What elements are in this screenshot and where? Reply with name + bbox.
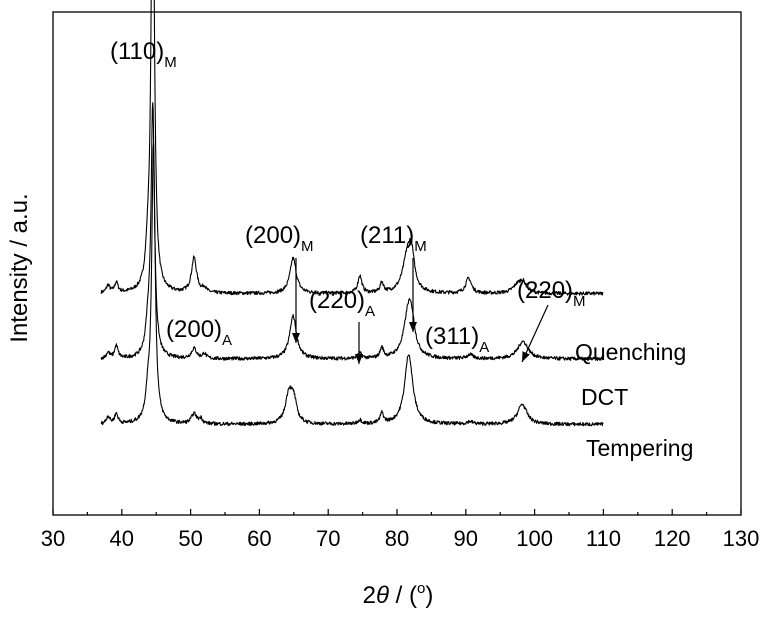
annotation-arrows: [292, 258, 549, 364]
y-axis-label: Intensity / a.u.: [6, 193, 33, 342]
x-tick-label-30: 30: [41, 526, 65, 551]
series-label-quenching: Quenching: [575, 339, 686, 365]
arrow-200-m: [292, 258, 300, 343]
annotation-110-m: (110)M: [110, 38, 177, 71]
annotation-220-a: (220)A: [309, 287, 375, 320]
annotation-200-m: (200)M: [245, 222, 314, 255]
arrow-220-m: [521, 304, 549, 363]
trace-dct: [100, 102, 604, 362]
x-tick-label-90: 90: [454, 526, 478, 551]
x-axis-label: 2θ / (o): [363, 580, 434, 609]
x-tick-label-130: 130: [723, 526, 760, 551]
x-tick-label-70: 70: [316, 526, 340, 551]
x-tick-label-40: 40: [110, 526, 134, 551]
annotation-211-m: (211)M: [360, 222, 427, 255]
x-tick-label-100: 100: [516, 526, 553, 551]
annotation-220-m: (220)M: [517, 277, 586, 310]
arrow-211-m: [409, 258, 417, 332]
x-tick-label-110: 110: [586, 526, 621, 551]
series-label-dct: DCT: [581, 384, 628, 410]
arrow-220-a: [355, 322, 363, 364]
series-traces: [100, 0, 604, 427]
x-tick-label-120: 120: [654, 526, 691, 551]
annotation-200-a: (200)A: [166, 316, 232, 349]
x-axis-ticks: 30 40 50 60 70 80 90 100 110 120 130: [41, 509, 760, 551]
series-label-tempering: Tempering: [586, 435, 693, 461]
x-tick-label-80: 80: [385, 526, 409, 551]
x-tick-label-60: 60: [247, 526, 271, 551]
trace-quenching: [100, 0, 604, 296]
trace-tempering: [100, 142, 604, 427]
x-tick-label-50: 50: [178, 526, 202, 551]
annotation-311-a: (311)A: [425, 323, 489, 356]
